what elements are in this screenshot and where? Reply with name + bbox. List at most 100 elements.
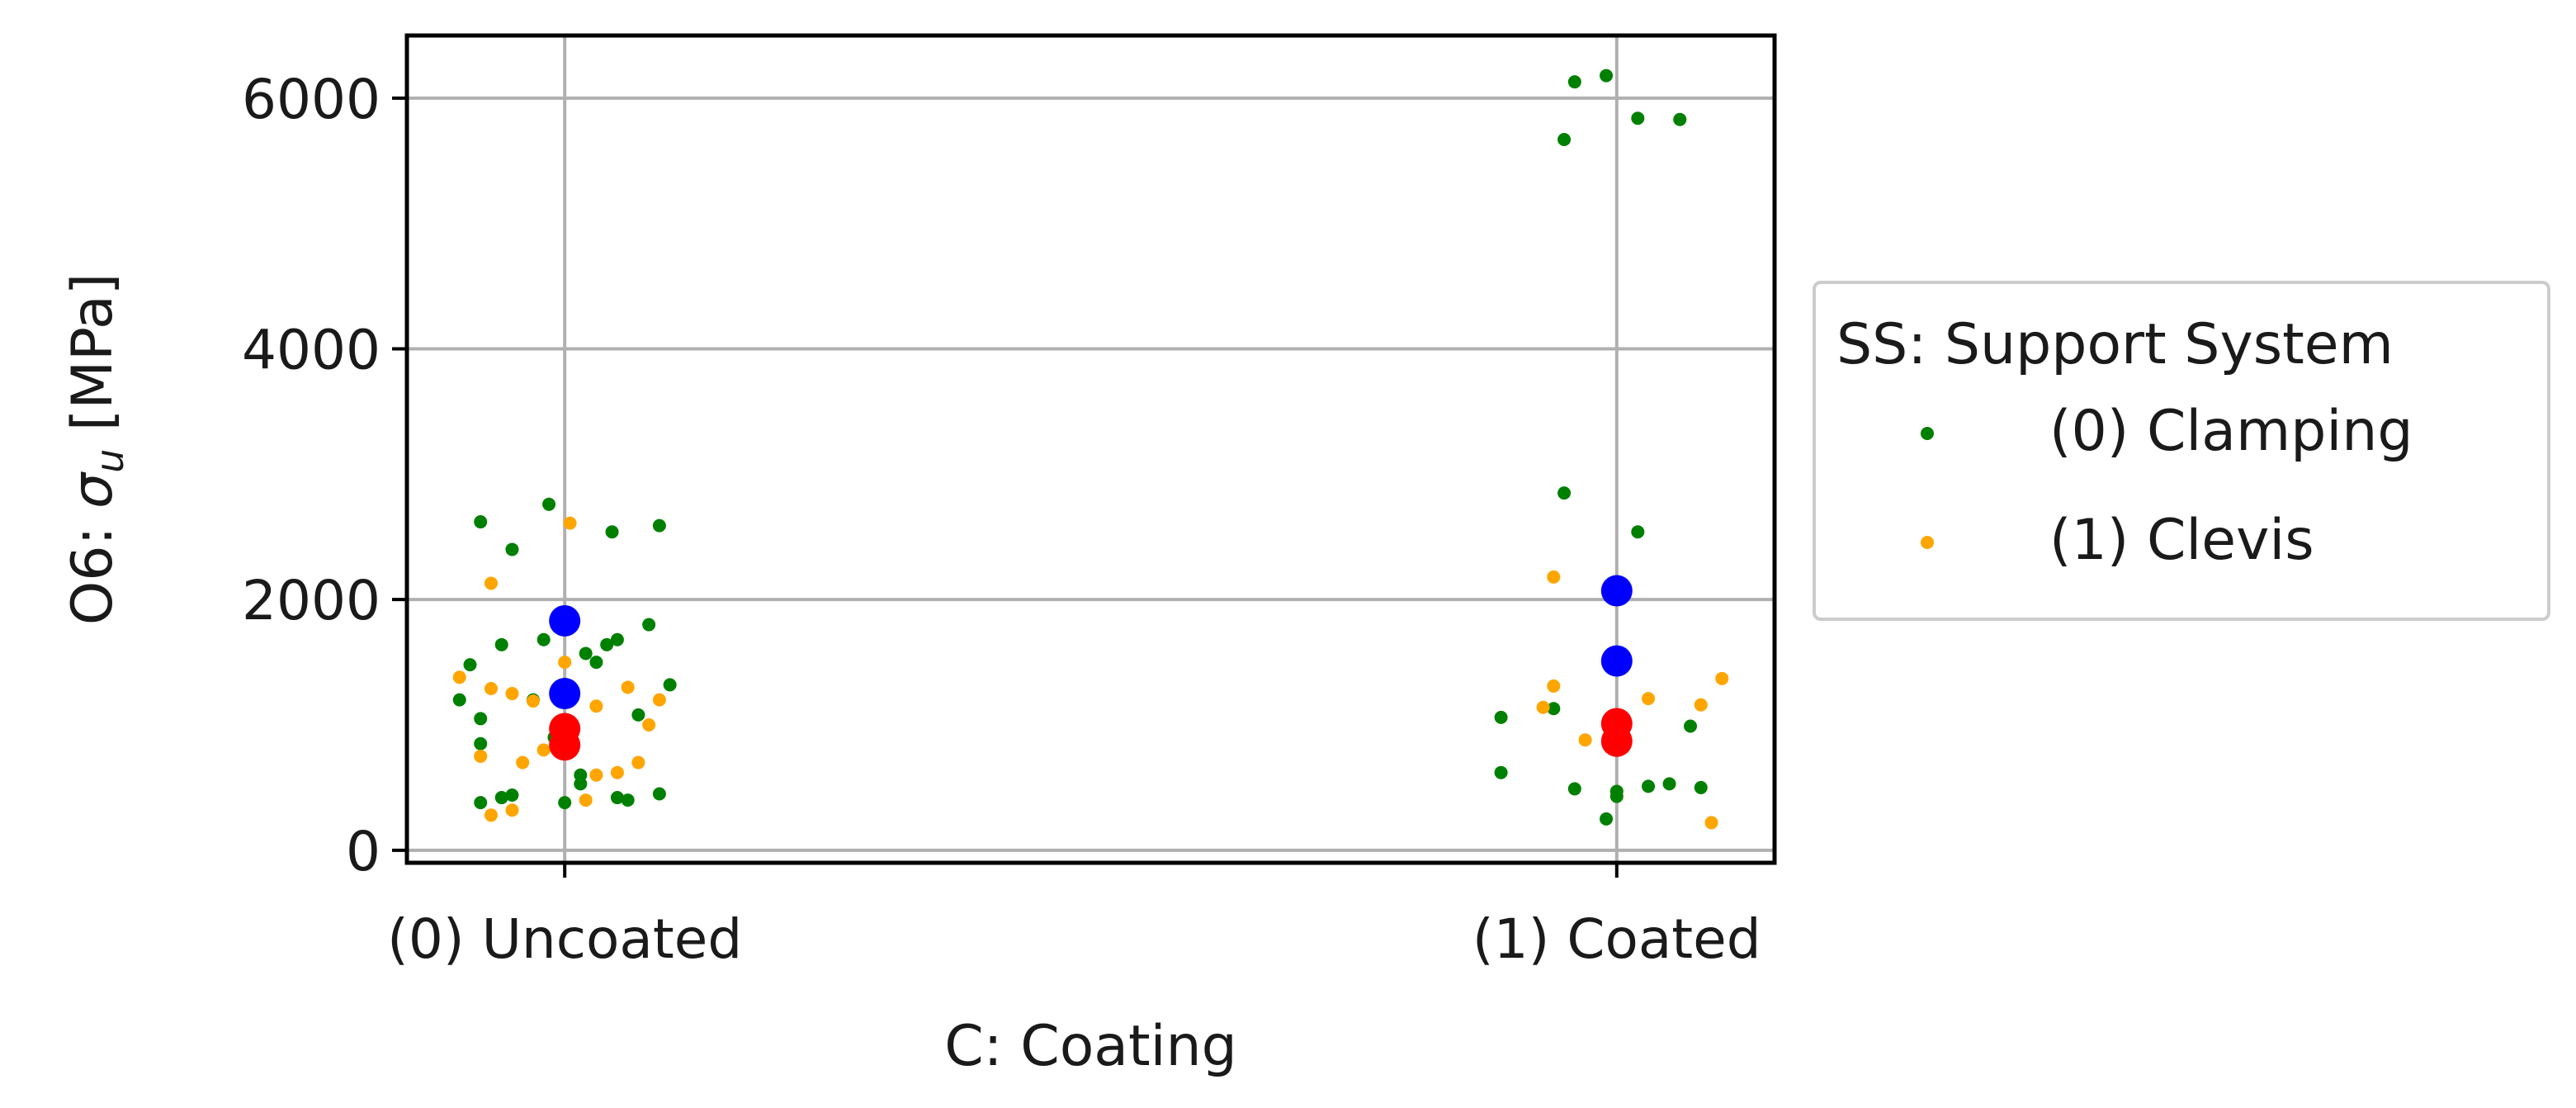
summary-point bbox=[549, 729, 581, 761]
data-point bbox=[1547, 570, 1561, 584]
data-point bbox=[579, 793, 593, 807]
y-tick-label: 4000 bbox=[242, 319, 380, 382]
data-point bbox=[610, 632, 624, 646]
data-point bbox=[484, 808, 498, 822]
plot-frame bbox=[404, 33, 1777, 865]
data-point bbox=[1662, 777, 1676, 791]
grid bbox=[407, 36, 1775, 863]
data-points bbox=[452, 69, 1729, 830]
data-point bbox=[494, 637, 508, 651]
data-point bbox=[1547, 679, 1561, 693]
data-point bbox=[1715, 671, 1729, 685]
legend-entry-label: (0) Clamping bbox=[2049, 399, 2413, 464]
data-point bbox=[1642, 692, 1656, 706]
data-point bbox=[474, 736, 488, 751]
y-tick-label: 2000 bbox=[242, 569, 380, 632]
data-point bbox=[1547, 702, 1561, 716]
data-point bbox=[1536, 700, 1550, 714]
data-point bbox=[605, 525, 619, 539]
data-point bbox=[631, 708, 645, 722]
data-point bbox=[505, 687, 519, 701]
data-point bbox=[526, 694, 540, 708]
x-tick-label: (1) Coated bbox=[1472, 907, 1761, 971]
data-point bbox=[1567, 782, 1581, 796]
data-point bbox=[558, 796, 572, 810]
legend-marker bbox=[1921, 427, 1934, 440]
data-point bbox=[536, 743, 551, 757]
legend-entry-label: (1) Clevis bbox=[2049, 508, 2314, 573]
data-point bbox=[1557, 133, 1572, 147]
data-point bbox=[652, 787, 666, 801]
y-axis-label-prefix: O6: bbox=[60, 509, 125, 625]
y-axis-label: O6: σu [MPa] bbox=[60, 273, 132, 626]
data-point bbox=[494, 791, 508, 805]
data-point bbox=[1609, 789, 1624, 803]
data-point bbox=[563, 516, 577, 530]
legend-entries: (0) Clamping (1) Clevis bbox=[1921, 399, 2413, 573]
data-point bbox=[589, 699, 603, 713]
y-axis-label-subscript: u bbox=[87, 449, 132, 473]
data-point bbox=[600, 637, 614, 651]
data-point bbox=[505, 542, 519, 556]
data-point bbox=[1578, 733, 1592, 747]
data-point bbox=[474, 712, 488, 726]
data-point bbox=[589, 656, 603, 670]
data-point bbox=[516, 755, 530, 769]
data-point bbox=[1684, 719, 1698, 733]
data-point bbox=[579, 646, 593, 661]
y-tick-label: 6000 bbox=[242, 68, 380, 131]
data-point bbox=[452, 693, 466, 707]
y-axis-label-symbol: σ bbox=[60, 471, 125, 509]
data-point bbox=[1642, 779, 1656, 793]
data-point bbox=[1494, 765, 1508, 779]
data-point bbox=[1694, 780, 1708, 794]
data-point bbox=[452, 670, 466, 684]
legend-box bbox=[1813, 281, 2550, 621]
summary-point bbox=[1600, 645, 1633, 677]
legend-title: SS: Support System bbox=[1836, 312, 2394, 377]
summary-point bbox=[549, 604, 581, 637]
data-point bbox=[574, 777, 588, 791]
summary-point bbox=[549, 678, 581, 710]
data-point bbox=[1494, 710, 1508, 724]
data-point bbox=[1631, 525, 1645, 539]
y-axis-label-unit: [MPa] bbox=[60, 273, 125, 449]
data-point bbox=[1567, 75, 1581, 89]
data-point bbox=[505, 803, 519, 817]
data-point bbox=[610, 765, 624, 779]
x-axis-label: C: Coating bbox=[944, 1014, 1237, 1079]
data-point bbox=[1600, 69, 1614, 83]
data-point bbox=[652, 518, 666, 533]
legend: SS: Support System (0) Clamping (1) Clevi… bbox=[1813, 281, 2550, 621]
data-point bbox=[1557, 486, 1572, 500]
data-point bbox=[474, 796, 488, 810]
data-point bbox=[610, 791, 624, 805]
data-point bbox=[1631, 111, 1645, 125]
data-point bbox=[1673, 112, 1687, 126]
axis-ticks: 0 2000 4000 6000 (0) Uncoated (1) Coated bbox=[242, 68, 1761, 971]
y-tick-label: 0 bbox=[346, 820, 380, 883]
data-point bbox=[474, 515, 488, 529]
data-point bbox=[463, 658, 477, 672]
data-point bbox=[589, 768, 603, 782]
data-point bbox=[621, 793, 635, 807]
summary-point bbox=[1600, 575, 1633, 607]
data-point bbox=[652, 693, 666, 707]
data-point bbox=[1600, 812, 1614, 826]
legend-marker bbox=[1921, 536, 1934, 549]
data-point bbox=[642, 618, 656, 632]
data-point bbox=[484, 681, 498, 695]
data-point bbox=[663, 678, 677, 692]
data-point bbox=[474, 749, 488, 763]
data-point bbox=[621, 680, 635, 694]
summary-point bbox=[1600, 725, 1633, 757]
data-point bbox=[558, 656, 572, 670]
data-point bbox=[631, 755, 645, 769]
data-point bbox=[484, 576, 498, 590]
data-point bbox=[505, 788, 519, 803]
data-point bbox=[536, 632, 551, 646]
x-tick-label: (0) Uncoated bbox=[387, 907, 742, 971]
data-point bbox=[1704, 816, 1718, 830]
data-point bbox=[642, 718, 656, 732]
